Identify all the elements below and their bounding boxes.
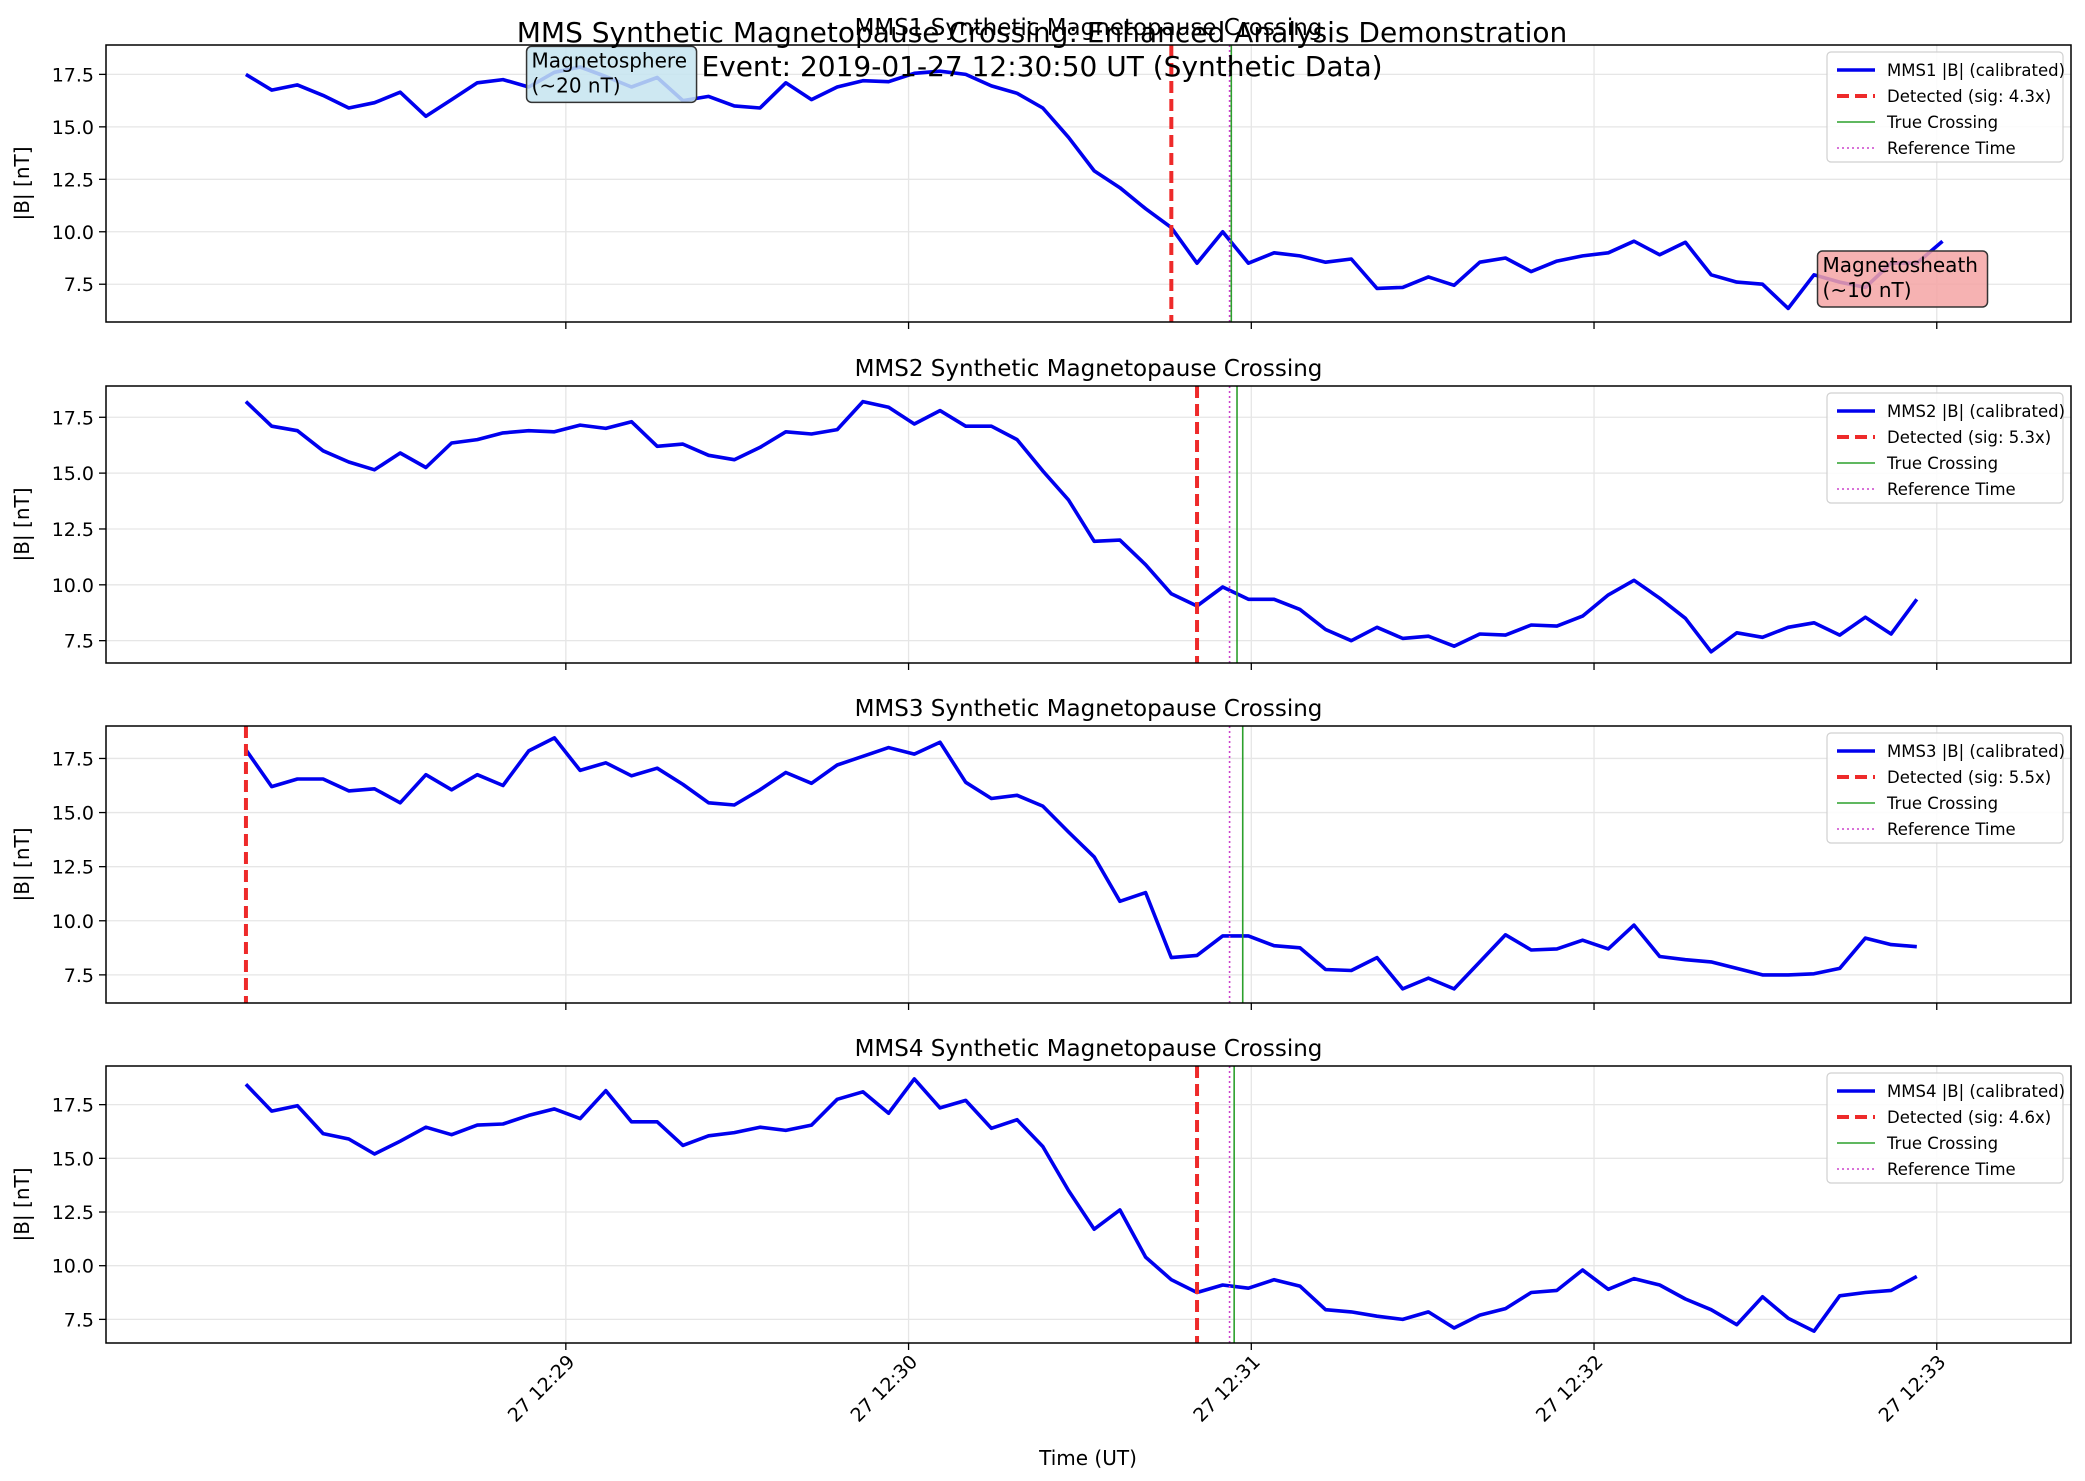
legend-label: Reference Time	[1887, 139, 2016, 158]
legend: MMS4 |B| (calibrated) Detected (sig: 4.6x…	[1826, 1072, 2065, 1184]
series-line	[244, 1077, 1918, 1333]
figure-suptitle-line2: Event: 2019-01-27 12:30:50 UT (Synthetic…	[701, 50, 1382, 83]
y-tick-label: 17.5	[52, 748, 94, 770]
legend-label: Detected (sig: 4.3x)	[1887, 87, 2051, 106]
axes-frame	[105, 385, 2072, 664]
y-tick-label: 12.5	[52, 1202, 94, 1224]
plot-area	[106, 1066, 2071, 1343]
legend-label: True Crossing	[1886, 794, 1998, 813]
series-line	[244, 736, 1917, 991]
series-line	[244, 399, 1919, 654]
panel-title: MMS2 Synthetic Magnetopause Crossing	[855, 356, 1323, 382]
axes-frame	[105, 1065, 2072, 1344]
plot-area	[106, 726, 2071, 1003]
legend: MMS3 |B| (calibrated) Detected (sig: 5.5x…	[1826, 732, 2065, 844]
legend-label: True Crossing	[1886, 1134, 1998, 1153]
y-tick-label: 7.5	[64, 1309, 94, 1331]
legend-label: MMS2 |B| (calibrated)	[1887, 402, 2065, 421]
axes-frame	[105, 44, 2072, 323]
y-tick-label: 7.5	[64, 965, 94, 987]
y-tick-label: 12.5	[52, 519, 94, 541]
y-tick-label: 10.0	[52, 911, 94, 933]
y-tick-label: 15.0	[52, 117, 94, 139]
legend-frame	[1826, 1072, 2064, 1184]
legend-label: MMS3 |B| (calibrated)	[1887, 742, 2065, 761]
panel-3: 7.5 10.0 12.5 15.0 17.5 MMS3 Synthetic Magnet…	[10, 696, 2072, 1010]
y-tick-label: 17.5	[52, 64, 94, 86]
legend-label: MMS1 |B| (calibrated)	[1887, 61, 2065, 80]
annotation-text: (~20 nT)	[532, 73, 621, 97]
x-axis-title: Time (UT)	[1038, 1446, 1137, 1470]
panels: 7.5 10.0 12.5 15.0 17.5 Magnetosphere(~20 nT)…	[10, 15, 2072, 1427]
legend-label: True Crossing	[1886, 113, 1998, 132]
annotation-box	[1816, 250, 1989, 308]
annotation-box	[525, 45, 698, 104]
y-tick-label: 15.0	[52, 463, 94, 485]
y-tick-label: 10.0	[52, 575, 94, 597]
plot-area	[106, 45, 2071, 322]
y-axis-title: |B| [nT]	[10, 827, 34, 901]
legend-label: Reference Time	[1887, 820, 2016, 839]
y-tick-label: 17.5	[52, 1095, 94, 1117]
legend-label: Reference Time	[1887, 1160, 2016, 1179]
panel-title: MMS1 Synthetic Magnetopause Crossing	[855, 15, 1323, 41]
legend-frame	[1826, 392, 2064, 504]
legend-label: MMS4 |B| (calibrated)	[1887, 1082, 2065, 1101]
legend: MMS2 |B| (calibrated) Detected (sig: 5.3x…	[1826, 392, 2065, 504]
y-tick-label: 12.5	[52, 169, 94, 191]
y-tick-label: 7.5	[64, 274, 94, 296]
legend-label: Detected (sig: 4.6x)	[1887, 1108, 2051, 1127]
y-axis-title: |B| [nT]	[10, 487, 34, 561]
panel-1: 7.5 10.0 12.5 15.0 17.5 Magnetosphere(~20 nT)…	[10, 15, 2072, 329]
legend-label: True Crossing	[1886, 454, 1998, 473]
annotation-text: Magnetosheath	[1823, 253, 1978, 277]
y-tick-label: 10.0	[52, 222, 94, 244]
y-tick-label: 15.0	[52, 1148, 94, 1170]
y-tick-label: 15.0	[52, 803, 94, 825]
annotation-text: Magnetosphere	[532, 48, 687, 72]
panel-title: MMS4 Synthetic Magnetopause Crossing	[855, 1036, 1323, 1062]
plot-area	[106, 386, 2071, 663]
legend-frame	[1826, 732, 2064, 844]
y-tick-label: 10.0	[52, 1256, 94, 1278]
y-tick-label: 12.5	[52, 857, 94, 879]
y-axis-title: |B| [nT]	[10, 1167, 34, 1241]
legend: MMS1 |B| (calibrated) Detected (sig: 4.3x…	[1826, 51, 2065, 163]
legend-label: Reference Time	[1887, 480, 2016, 499]
y-axis-title: |B| [nT]	[10, 146, 34, 220]
axes-frame	[105, 725, 2072, 1004]
panel-2: 7.5 10.0 12.5 15.0 17.5 MMS2 Synthetic Magnet…	[10, 356, 2072, 670]
annotation-text: (~10 nT)	[1823, 278, 1912, 302]
legend-label: Detected (sig: 5.5x)	[1887, 768, 2051, 787]
figure-suptitle-line1: MMS Synthetic Magnetopause Crossing: Enh…	[517, 16, 1568, 49]
y-tick-label: 17.5	[52, 407, 94, 429]
y-tick-label: 7.5	[64, 631, 94, 653]
legend-label: Detected (sig: 5.3x)	[1887, 428, 2051, 447]
panel-title: MMS3 Synthetic Magnetopause Crossing	[855, 696, 1323, 722]
legend-frame	[1826, 51, 2064, 163]
